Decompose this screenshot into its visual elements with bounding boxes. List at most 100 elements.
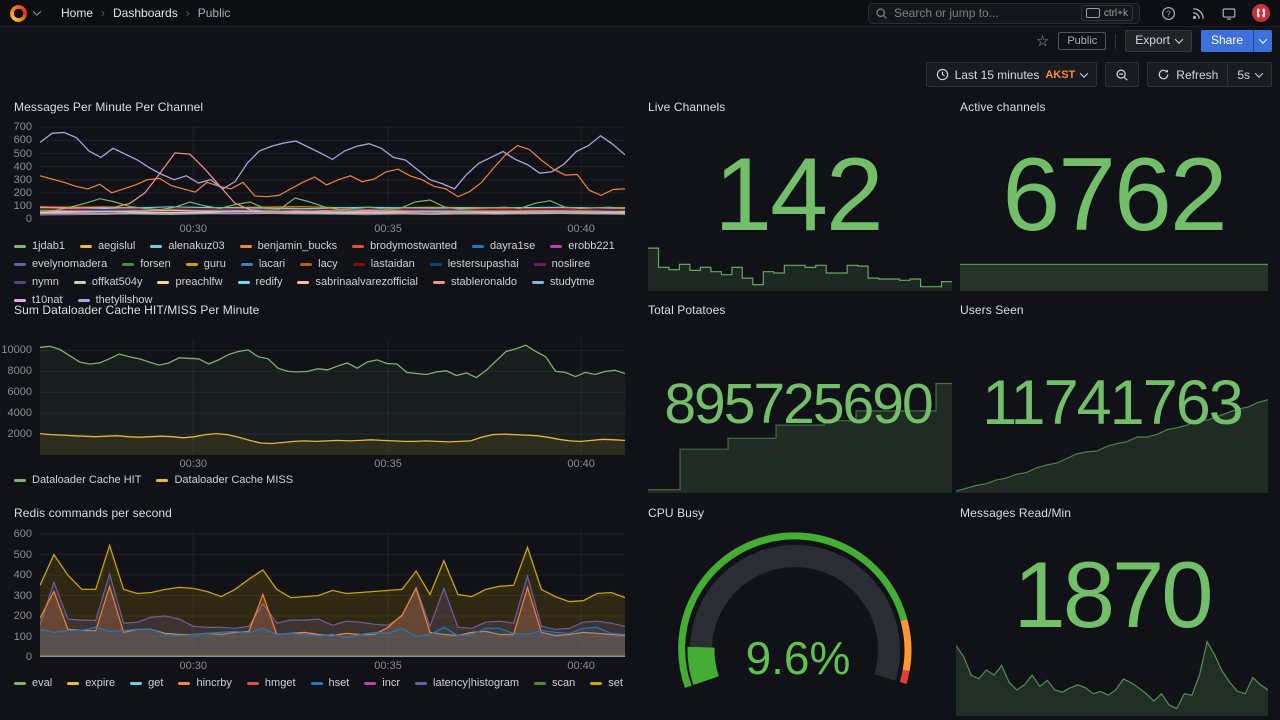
chart-legend: Dataloader Cache HIT Dataloader Cache MIS… (14, 474, 628, 486)
legend-label: evelynomadera (32, 258, 108, 271)
legend-swatch (156, 478, 169, 482)
legend-swatch (14, 280, 26, 284)
legend-swatch (240, 262, 253, 266)
legend-label: Dataloader Cache HIT (32, 474, 142, 486)
legend-item[interactable]: guru (185, 258, 226, 270)
share-dropdown-button[interactable] (1253, 30, 1272, 52)
legend-item[interactable]: hmget (246, 677, 296, 689)
legend-swatch (73, 280, 86, 284)
legend-item[interactable]: set (590, 677, 623, 689)
breadcrumb-public[interactable]: Public (197, 6, 231, 20)
breadcrumb-dashboards[interactable]: Dashboards (113, 6, 178, 20)
legend-item[interactable]: lacari (240, 258, 285, 270)
refresh-button[interactable]: Refresh (1148, 63, 1227, 86)
cpu-gauge (678, 532, 912, 688)
legend-item[interactable]: sabrinaalvarezofficial (297, 276, 418, 288)
legend-item[interactable]: lastaidan (352, 258, 415, 271)
refresh-label: Refresh (1176, 67, 1219, 82)
y-axis: 0 100 200 300 400 500 600 (0, 529, 36, 663)
time-range-picker[interactable]: Last 15 minutes AKST (925, 62, 1098, 87)
legend-item[interactable]: Dataloader Cache HIT (14, 474, 141, 486)
legend-label: nymn (32, 276, 59, 289)
legend-swatch (310, 681, 323, 685)
x-tick-label: 00:35 (374, 223, 402, 235)
legend-item[interactable]: evelynomadera (14, 258, 107, 270)
legend-item[interactable]: t10nat (14, 294, 63, 306)
legend-item[interactable]: hincrby (178, 677, 232, 689)
legend-item[interactable]: thetylilshow (77, 294, 152, 306)
news-rss-icon[interactable] (1191, 6, 1206, 21)
messages-chart[interactable] (40, 126, 625, 219)
legend-item[interactable]: latency|histogram (415, 677, 519, 689)
legend-swatch (352, 262, 365, 266)
panel-messages-read: Messages Read/Min 1870 (952, 501, 1272, 720)
share-button[interactable]: Share (1200, 30, 1253, 52)
legend-swatch (237, 280, 250, 284)
legend-item[interactable]: eval (14, 677, 52, 689)
legend-label: lastaidan (370, 258, 415, 271)
legend-item[interactable]: aegislul (80, 240, 135, 252)
legend-item[interactable]: lacy (300, 258, 338, 270)
user-avatar[interactable] (1252, 4, 1270, 22)
dataloader-chart[interactable] (40, 340, 625, 455)
y-tick-label: 400 (13, 569, 32, 582)
legend-item[interactable]: scan (534, 677, 575, 689)
y-tick-label: 500 (13, 548, 32, 561)
legend-label: expire (85, 677, 116, 689)
legend-item[interactable]: dayra1se (471, 240, 535, 252)
legend-item[interactable]: forsen (122, 258, 171, 270)
help-icon[interactable]: ? (1161, 6, 1176, 21)
legend-item[interactable]: studytme (532, 276, 595, 288)
chevron-down-icon (1174, 35, 1184, 44)
kiosk-monitor-icon[interactable] (1221, 6, 1237, 21)
legend-swatch (352, 244, 365, 248)
legend-item[interactable]: stableronaldo (432, 276, 517, 288)
legend-label: lestersupashai (447, 258, 519, 271)
legend-item[interactable]: redify (237, 276, 283, 289)
zoom-out-icon (1115, 68, 1129, 82)
legend-item[interactable]: Dataloader Cache MISS (156, 474, 293, 486)
breadcrumb-separator: › (185, 6, 190, 20)
legend-item[interactable]: brodymostwanted (352, 240, 457, 252)
export-button[interactable]: Export (1125, 30, 1192, 52)
legend-item[interactable]: nymn (14, 276, 59, 288)
legend-label: hmget (264, 677, 296, 689)
nav-icons: ? (1161, 4, 1270, 22)
y-tick-label: 10000 (1, 344, 32, 357)
legend-label: redify (255, 276, 283, 289)
legend-item[interactable]: alenakuz03 (150, 240, 225, 252)
legend-label: 1jdab1 (32, 240, 66, 252)
legend-swatch (364, 681, 377, 685)
legend-label: incr (382, 677, 401, 689)
legend-label: offkat504y (91, 276, 143, 289)
refresh-interval-button[interactable]: 5s (1228, 63, 1271, 86)
y-axis: 2000 4000 6000 8000 10000 (0, 340, 36, 455)
zoom-out-button[interactable] (1105, 62, 1140, 87)
legend-item[interactable]: get (130, 677, 163, 689)
chart-legend: eval expire get hincrby hmget hset incr latency… (14, 677, 628, 689)
legend-item[interactable]: erobb221 (550, 240, 615, 252)
legend-item[interactable]: benjamin_bucks (239, 240, 337, 252)
search-input[interactable]: Search or jump to... ctrl+k (868, 2, 1140, 24)
live-channels-sparkline (648, 247, 952, 291)
legend-item[interactable]: incr (364, 677, 400, 689)
legend-item[interactable]: 1jdab1 (14, 240, 65, 252)
nav-menu-chevron-icon[interactable] (32, 7, 42, 16)
legend-item[interactable]: expire (67, 677, 115, 689)
legend-item[interactable]: hset (310, 677, 349, 689)
refresh-group: Refresh 5s (1147, 62, 1272, 87)
redis-chart[interactable] (40, 530, 625, 657)
grafana-logo-icon[interactable] (10, 4, 27, 22)
x-tick-label: 00:40 (567, 458, 595, 470)
messages-read-sparkline (956, 640, 1268, 716)
legend-item[interactable]: nosliree (533, 258, 590, 270)
x-axis: 00:30 00:35 00:40 (40, 660, 625, 674)
legend-item[interactable]: lestersupashai (429, 258, 519, 271)
legend-item[interactable]: preachlfw (157, 276, 223, 288)
legend-swatch (122, 262, 135, 266)
breadcrumb-home[interactable]: Home (61, 6, 94, 20)
legend-swatch (590, 681, 603, 685)
legend-item[interactable]: offkat504y (73, 276, 143, 289)
star-favorite-button[interactable]: ☆ (1035, 32, 1050, 50)
x-tick-label: 00:35 (374, 660, 402, 672)
